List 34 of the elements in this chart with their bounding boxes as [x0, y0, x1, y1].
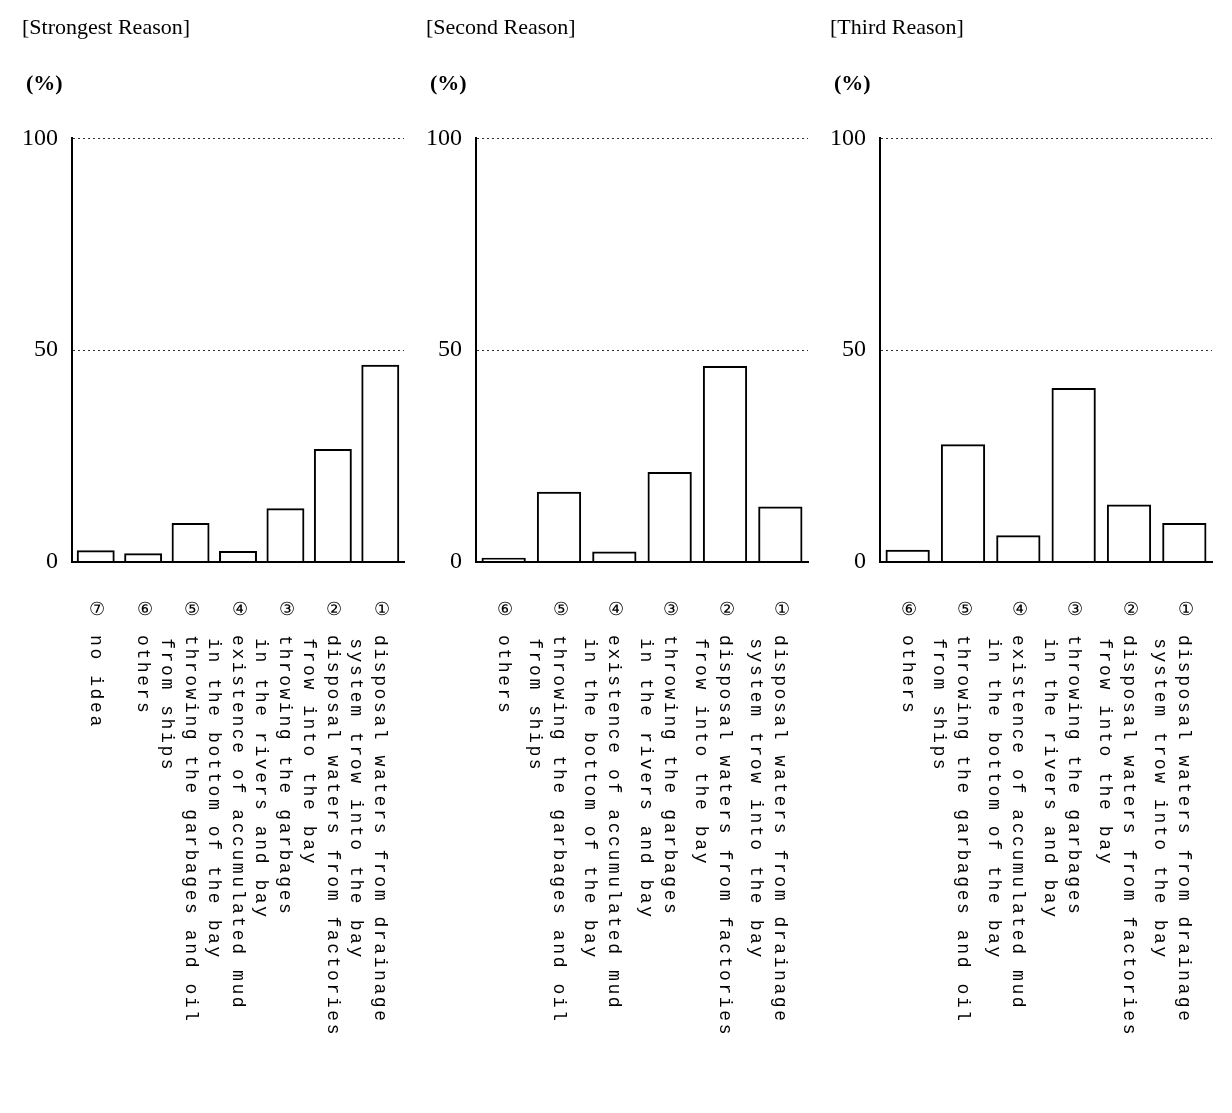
y-tick-label: 100 — [22, 123, 58, 150]
x-tick-label: ④ existence of accumulated mud in the bottom of the bay — [203, 598, 249, 1011]
y-tick-label: 0 — [450, 546, 462, 573]
x-tick-label: ③ throwing the garbages in the rivers and bay — [250, 598, 297, 920]
y-tick-label: 0 — [854, 546, 866, 573]
x-tick-label: ⑤ throwing the garbages and oil from ships — [155, 598, 202, 1024]
x-tick-label: ⑤ throwing the garbages and oil from ships — [524, 598, 570, 1024]
x-tick-label: ⑤ throwing the garbages and oil from ships — [928, 598, 974, 1024]
x-tick-label: ② disposal waters from factories frow into the bay — [297, 598, 344, 1038]
y-tick-label: 50 — [34, 335, 58, 362]
x-tick-label: ① disposal waters from drainage system trow into the bay — [1149, 598, 1196, 1024]
chart-title: [Strongest Reason] — [21, 13, 192, 41]
y-axis-title: (%) — [833, 70, 872, 97]
x-tick-label: ① disposal waters from drainage system trow into the bay — [345, 598, 392, 1024]
x-tick-label: ① disposal waters from drainage system trow into the bay — [745, 598, 792, 1024]
chart-title: [Third Reason] — [829, 13, 965, 41]
x-tick-label: ⑥ others — [132, 598, 155, 716]
y-tick-label: 100 — [830, 123, 866, 150]
y-tick-label: 50 — [842, 335, 866, 362]
x-tick-label: ④ existence of accumulated mud in the bottom of the bay — [983, 598, 1030, 1011]
x-tick-label: ④ existence of accumulated mud in the bottom of the bay — [579, 598, 626, 1011]
x-tick-label: ② disposal waters from factories frow into the bay — [1094, 598, 1140, 1038]
x-tick-label: ⑥ others — [492, 598, 515, 716]
y-axis-title: (%) — [429, 70, 468, 97]
y-tick-label: 50 — [438, 335, 462, 362]
y-axis-title: (%) — [25, 70, 64, 97]
chart-title: [Second Reason] — [425, 13, 577, 41]
x-tick-label: ⑦ no idea — [84, 598, 107, 729]
x-tick-label: ③ throwing the garbages in the rivers and bay — [634, 598, 681, 920]
x-tick-label: ② disposal waters from factories frow into the bay — [690, 598, 736, 1038]
y-tick-label: 0 — [46, 546, 58, 573]
x-tick-label: ③ throwing the garbages in the rivers and bay — [1038, 598, 1085, 920]
x-tick-label: ⑥ others — [896, 598, 919, 716]
y-tick-label: 100 — [426, 123, 462, 150]
